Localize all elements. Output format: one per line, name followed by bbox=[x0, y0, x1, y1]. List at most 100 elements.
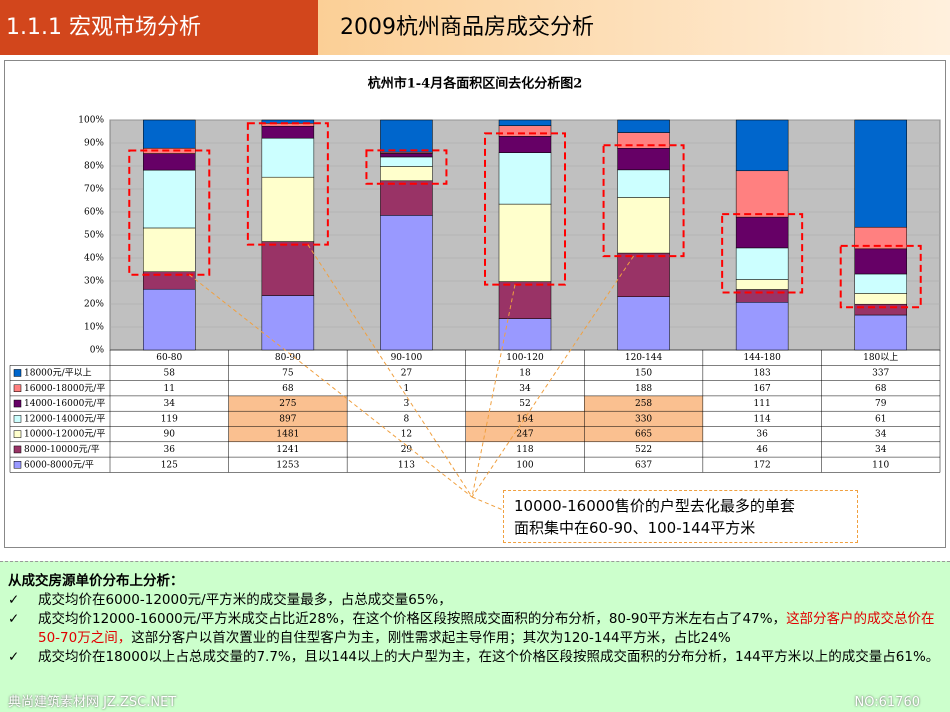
annotation-box bbox=[484, 132, 566, 286]
table-value: 183 bbox=[754, 368, 771, 378]
table-value: 247 bbox=[516, 430, 533, 440]
y-tick-label: 40% bbox=[84, 254, 104, 264]
bar-segment bbox=[854, 273, 907, 294]
bar-segment bbox=[498, 152, 552, 205]
table-value: 36 bbox=[164, 445, 176, 455]
bar-segment bbox=[261, 137, 315, 178]
table-value: 522 bbox=[635, 445, 652, 455]
bar-segment bbox=[143, 153, 196, 171]
point: 成交均价在18000以上占总成交量的7.7%，且以144以上的大户型为主，在这个… bbox=[8, 648, 942, 667]
table-value: 1 bbox=[404, 384, 410, 394]
page-title: 2009杭州商品房成交分析 bbox=[318, 0, 950, 55]
watermark: NO:61760 bbox=[854, 695, 920, 710]
bar-segment bbox=[143, 169, 196, 229]
x-tick-label: 180以上 bbox=[863, 352, 898, 363]
callout-pointer bbox=[188, 274, 473, 498]
annotation-box bbox=[365, 149, 448, 185]
callout-pointer bbox=[471, 284, 516, 498]
table-value: 61 bbox=[875, 414, 886, 424]
cell-highlight bbox=[584, 426, 703, 442]
bar-segment bbox=[261, 295, 315, 351]
table-value: 29 bbox=[401, 445, 413, 455]
y-tick-label: 50% bbox=[84, 231, 104, 241]
bar-segment bbox=[735, 170, 789, 218]
y-tick-label: 10% bbox=[84, 323, 104, 333]
table-value: 100 bbox=[516, 460, 533, 470]
bar-segment bbox=[735, 216, 789, 249]
table-value: 118 bbox=[516, 445, 533, 455]
bar-segment bbox=[617, 169, 670, 198]
table-value: 52 bbox=[519, 399, 530, 409]
y-tick-label: 30% bbox=[84, 277, 104, 287]
legend-swatch bbox=[13, 384, 22, 392]
y-tick-label: 0% bbox=[90, 346, 105, 356]
bar-segment bbox=[854, 119, 907, 228]
bar-segment bbox=[498, 281, 552, 319]
cell-highlight bbox=[228, 395, 348, 412]
legend-swatch bbox=[13, 445, 22, 454]
bar-segment bbox=[261, 176, 315, 242]
x-tick-label: 90-100 bbox=[391, 353, 423, 363]
y-tick-label: 60% bbox=[84, 208, 104, 218]
table-value: 637 bbox=[635, 460, 652, 470]
table-value: 113 bbox=[398, 460, 415, 470]
legend-swatch bbox=[13, 430, 22, 438]
bar-segment bbox=[380, 180, 433, 216]
analysis: 从成交房源单价分布上分析： 成交均价在6000-12000元/平方米的成交量最多… bbox=[0, 561, 950, 712]
legend-swatch bbox=[13, 415, 22, 423]
cell-highlight bbox=[228, 411, 348, 427]
cell-highlight bbox=[465, 411, 585, 427]
table-value: 258 bbox=[635, 399, 652, 409]
legend-label: 8000-10000元/平 bbox=[24, 444, 100, 455]
callout-line: 10000-16000售价的户型去化最多的单套 bbox=[514, 497, 795, 515]
table-value: 12 bbox=[401, 430, 412, 440]
table-value: 665 bbox=[635, 430, 652, 440]
table-value: 27 bbox=[401, 368, 413, 378]
bar-segment bbox=[261, 241, 315, 296]
bar-segment bbox=[143, 288, 196, 351]
table-value: 1481 bbox=[276, 430, 299, 440]
callout-pointer bbox=[471, 255, 634, 498]
bar-segment bbox=[143, 227, 196, 272]
table-value: 75 bbox=[282, 368, 294, 378]
table-value: 110 bbox=[872, 460, 889, 470]
bar-segment bbox=[617, 119, 670, 133]
legend-label: 16000-18000元/平 bbox=[24, 383, 105, 394]
bar-segment bbox=[854, 314, 907, 351]
bar-segment bbox=[498, 318, 552, 351]
chart-frame bbox=[4, 60, 946, 548]
cell-highlight bbox=[584, 395, 703, 412]
annotation-box bbox=[246, 122, 329, 246]
bar-segment bbox=[735, 119, 789, 172]
table-value: 34 bbox=[519, 384, 531, 394]
bar-segment bbox=[617, 252, 670, 297]
point: 成交均价12000-16000元/平方米成交占比近28%，在这个价格区段按照成交… bbox=[8, 610, 942, 648]
chart: 杭州市1-4月各面积区间去化分析图2 0% 10% 20% 30% 40% 50% 60% 7… bbox=[9, 76, 941, 511]
annotation-box bbox=[128, 149, 211, 276]
bar-segment bbox=[261, 125, 315, 139]
x-tick-label: 144-180 bbox=[743, 353, 781, 363]
bar-segment bbox=[854, 303, 907, 316]
bar-segment bbox=[854, 293, 907, 305]
bar-segment bbox=[735, 279, 789, 290]
table-value: 34 bbox=[875, 430, 887, 440]
table-value: 150 bbox=[635, 368, 652, 378]
x-tick-label: 60-80 bbox=[156, 353, 182, 363]
bar-segment bbox=[498, 203, 552, 282]
point-text: 成交均价在18000以上占总成交量的7.7%，且以144以上的大户型为主，在这个… bbox=[38, 649, 940, 665]
y-tick-label: 70% bbox=[84, 185, 104, 195]
bar-segment bbox=[617, 197, 670, 254]
section-title: 1.1.1 宏观市场分析 bbox=[0, 0, 318, 55]
y-tick-label: 20% bbox=[84, 300, 104, 310]
x-tick-label: 100-120 bbox=[506, 353, 544, 363]
analysis-heading: 从成交房源单价分布上分析： bbox=[8, 573, 184, 589]
bar-segment bbox=[498, 136, 552, 153]
table-value: 46 bbox=[756, 445, 768, 455]
bar-segment bbox=[380, 119, 433, 153]
legend-label: 12000-14000元/平 bbox=[24, 413, 105, 424]
table-value: 167 bbox=[754, 384, 771, 394]
legend-label: 18000元/平以上 bbox=[24, 367, 92, 378]
table-value: 8 bbox=[404, 414, 410, 424]
bar-segment bbox=[498, 125, 552, 137]
